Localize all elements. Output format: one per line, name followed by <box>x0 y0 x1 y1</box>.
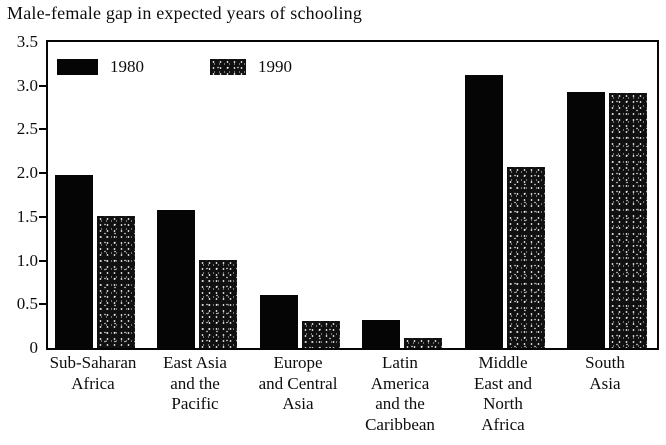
y-tick-label: 2.5 <box>16 119 38 139</box>
bar-1980-4 <box>362 320 401 348</box>
y-tick-label: 0.5 <box>16 294 38 314</box>
bar-1980-6 <box>566 91 605 348</box>
bar-1980-1 <box>55 174 93 348</box>
y-tick <box>39 215 47 218</box>
bar-1980-2 <box>157 209 196 348</box>
bar-1990-5 <box>506 167 545 348</box>
bar-group-4 <box>362 42 443 348</box>
legend-item-1980: 1980 <box>57 57 144 77</box>
x-category-label-2: East Asia and the Pacific <box>163 353 227 413</box>
bar-1980-3 <box>259 294 298 348</box>
y-tick-label: 0 <box>29 338 39 357</box>
bar-1980-5 <box>464 75 503 348</box>
y-tick-labels: 3.5 3.0 2.5 2.0 1.5 1.0 0.5 0 <box>0 32 38 357</box>
bar-groups <box>48 42 657 348</box>
y-tick-label: 3.0 <box>16 75 38 95</box>
y-tick-label: 3.5 <box>16 32 38 51</box>
bar-group-1 <box>55 42 135 348</box>
bar-group-2 <box>157 42 238 348</box>
legend: 1980 1990 <box>57 57 292 77</box>
plot-frame: 1980 1990 <box>39 40 659 350</box>
y-tick <box>39 303 47 306</box>
bar-1990-6 <box>608 92 647 348</box>
bar-group-5 <box>464 42 545 348</box>
x-category-label-4: Latin America and the Caribbean <box>365 353 435 434</box>
x-category-label-3: Europe and Central Asia <box>258 353 338 413</box>
y-tick <box>39 128 47 131</box>
bar-1990-2 <box>199 259 238 348</box>
x-labels: Sub-Saharan Africa East Asia and the Paci… <box>46 353 659 443</box>
y-tick <box>39 172 47 175</box>
y-tick-label: 1.0 <box>16 250 38 270</box>
bar-group-3 <box>259 42 340 348</box>
chart-title: Male-female gap in expected years of sch… <box>7 3 363 23</box>
bar-group-6 <box>566 42 647 348</box>
bar-1990-4 <box>404 337 443 348</box>
legend-swatch-1980-icon <box>57 59 98 75</box>
y-tick-label: 1.5 <box>16 206 38 226</box>
bar-1990-3 <box>301 320 340 348</box>
y-tick-label: 2.0 <box>16 163 38 183</box>
legend-label-1990: 1990 <box>258 57 292 76</box>
legend-swatch-1990-icon <box>210 59 246 75</box>
y-ticks <box>38 40 47 350</box>
legend-label-1980: 1980 <box>110 57 144 76</box>
bar-1990-1 <box>97 215 135 348</box>
x-category-label-6: South Asia <box>585 353 625 393</box>
y-tick <box>39 84 47 87</box>
legend-item-1990: 1990 <box>210 57 292 77</box>
x-category-label-5: Middle East and North Africa <box>473 353 533 434</box>
y-tick <box>39 259 47 262</box>
x-category-label-1: Sub-Saharan Africa <box>49 353 137 393</box>
